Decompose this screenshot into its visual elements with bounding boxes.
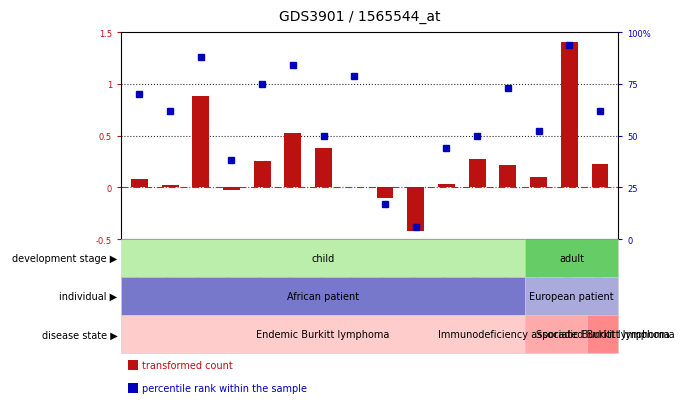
Text: individual ▶: individual ▶ — [59, 292, 117, 301]
Bar — [561, 43, 578, 188]
Text: Immunodeficiency associated Burkitt lymphoma: Immunodeficiency associated Burkitt lymp… — [438, 330, 674, 339]
Text: African patient: African patient — [287, 292, 359, 301]
Bar — [131, 180, 148, 188]
Text: child: child — [312, 254, 334, 263]
Bar — [162, 186, 178, 188]
Bar — [315, 149, 332, 188]
Bar — [468, 160, 486, 188]
Bar — [438, 185, 455, 188]
Text: adult: adult — [559, 254, 585, 263]
Text: transformed count: transformed count — [142, 360, 232, 370]
Text: European patient: European patient — [529, 292, 614, 301]
Bar — [285, 133, 301, 188]
Bar — [500, 165, 516, 188]
Bar — [530, 178, 547, 188]
Text: development stage ▶: development stage ▶ — [12, 254, 117, 263]
Bar — [407, 188, 424, 231]
Bar — [591, 164, 609, 188]
Bar — [254, 162, 271, 188]
Text: Sporadic Burkitt lymphoma: Sporadic Burkitt lymphoma — [536, 330, 670, 339]
Text: disease state ▶: disease state ▶ — [41, 330, 117, 339]
Bar — [223, 188, 240, 191]
Text: GDS3901 / 1565544_at: GDS3901 / 1565544_at — [278, 10, 440, 24]
Bar — [377, 188, 393, 198]
Bar — [192, 97, 209, 188]
Text: percentile rank within the sample: percentile rank within the sample — [142, 383, 307, 393]
Text: Endemic Burkitt lymphoma: Endemic Burkitt lymphoma — [256, 330, 390, 339]
